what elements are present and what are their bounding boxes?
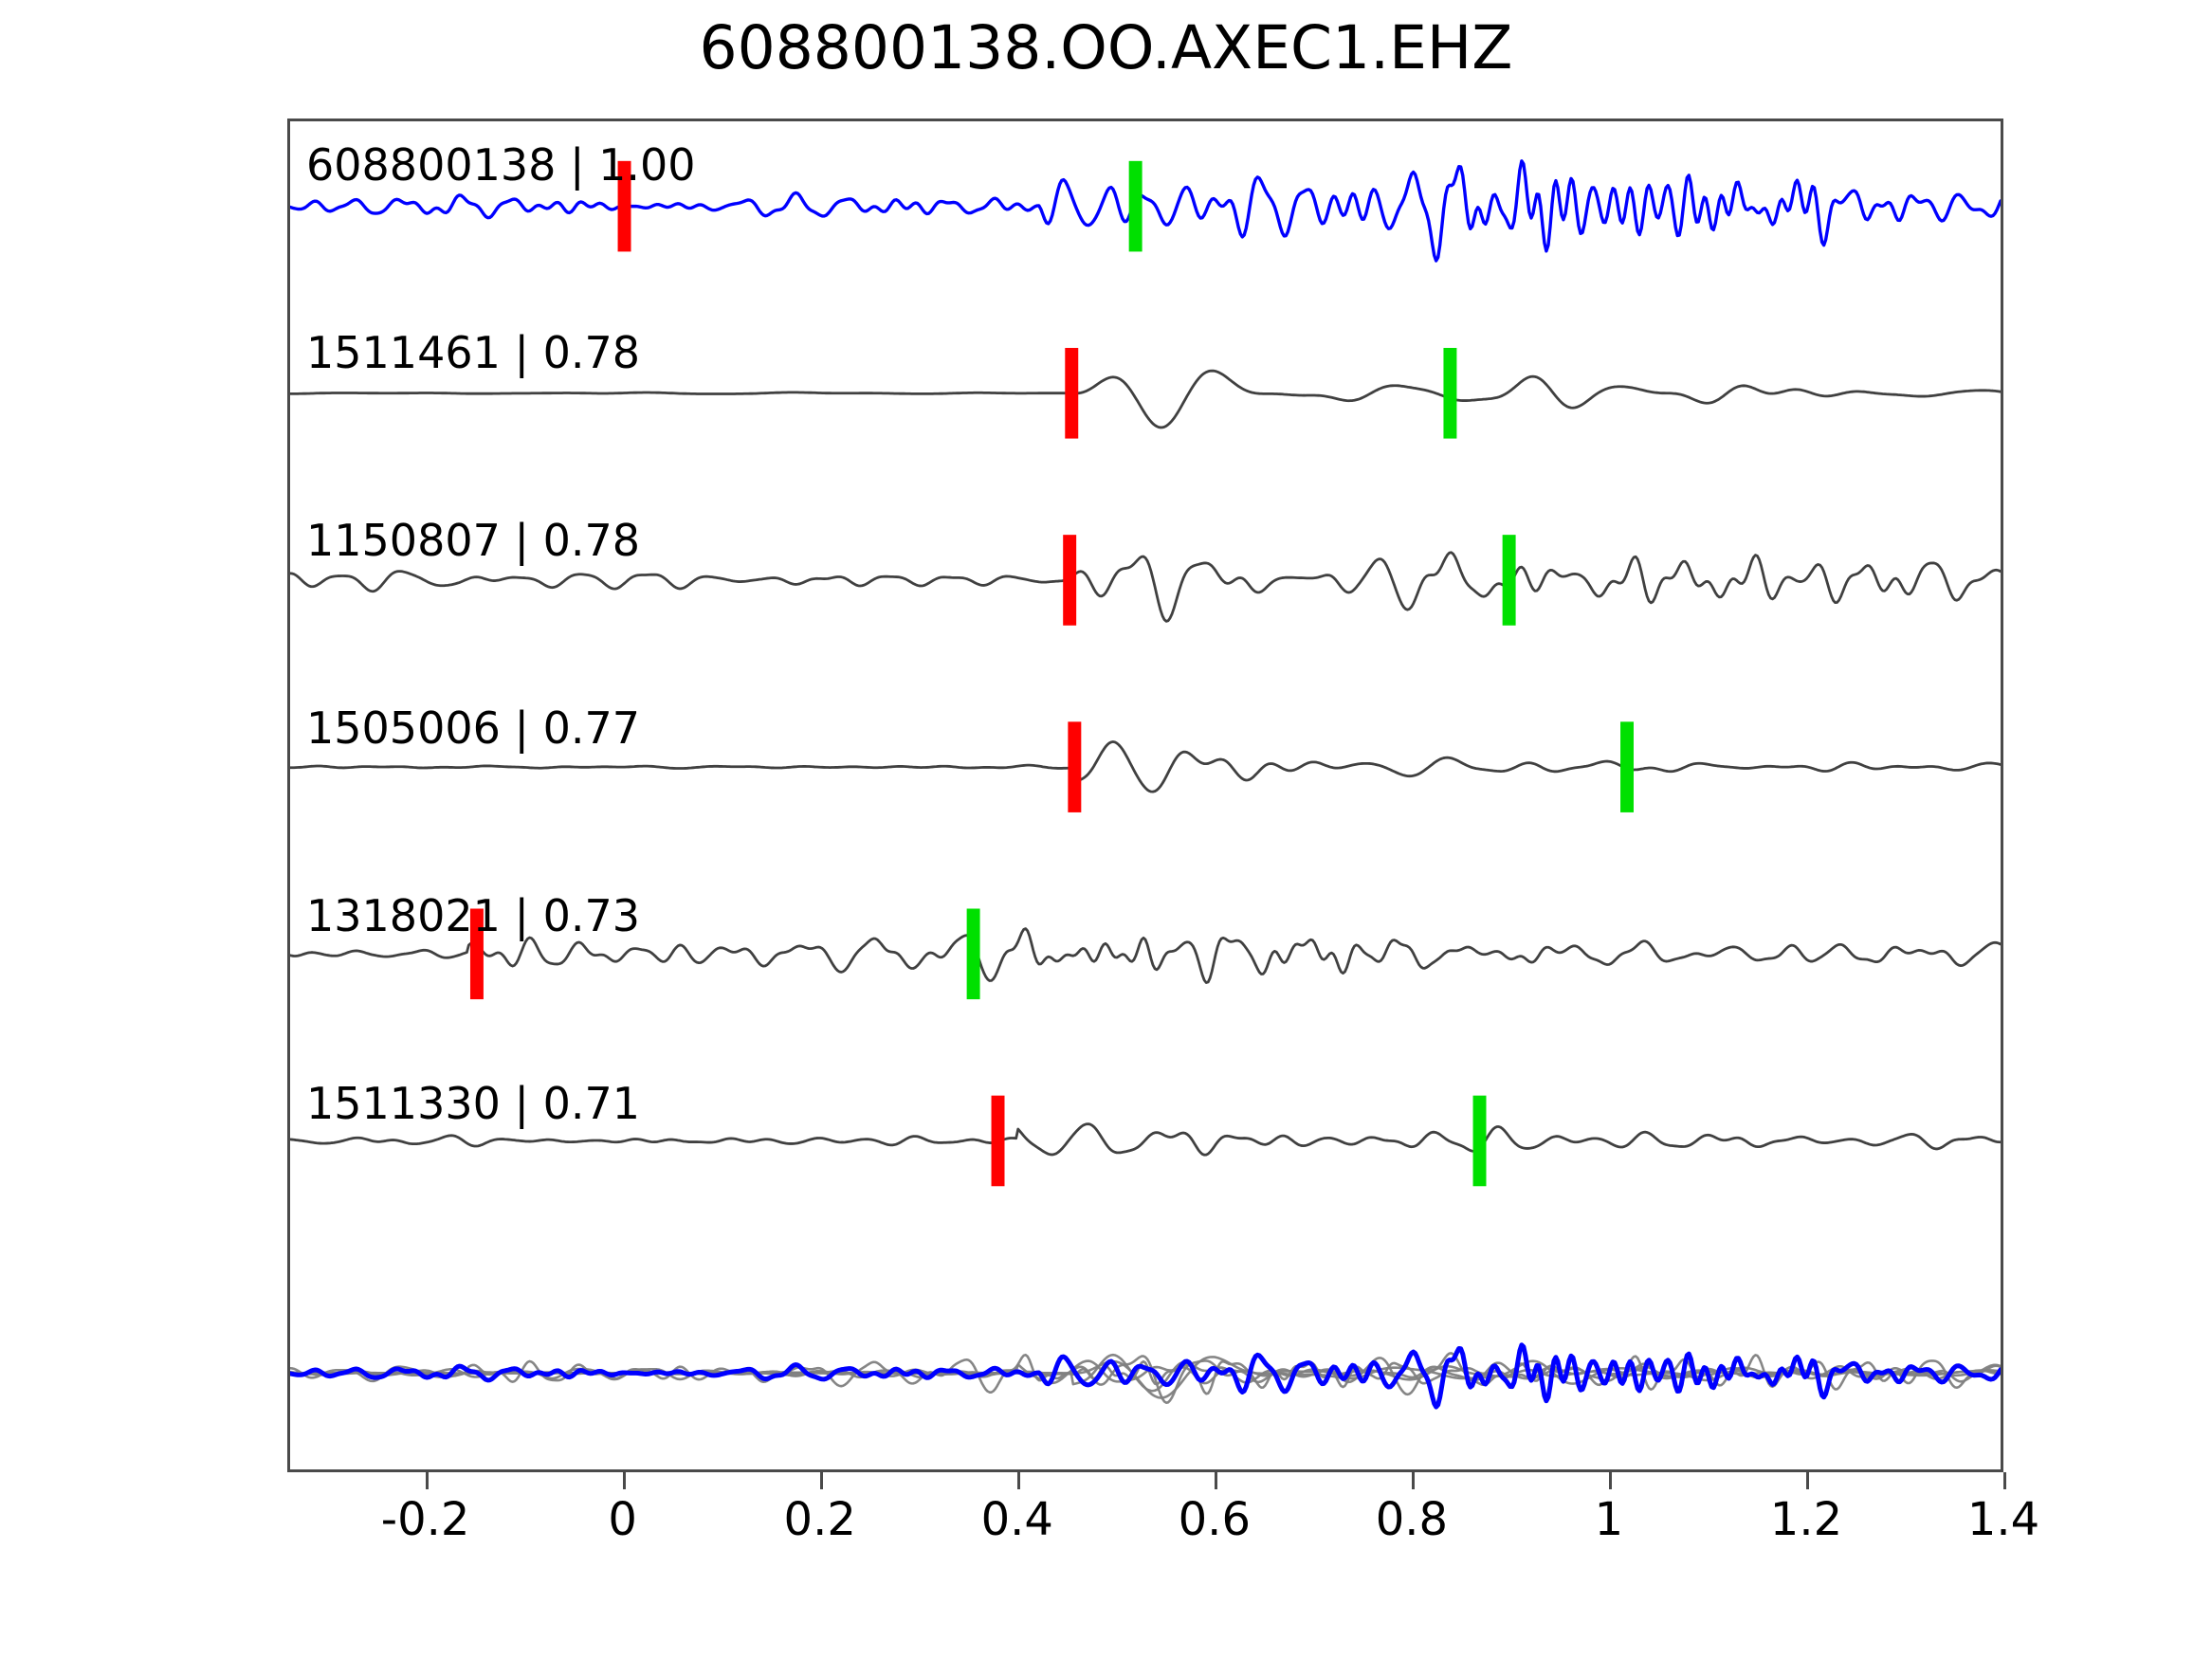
trace-1511330 xyxy=(290,1095,2001,1187)
x-tick-label: 1.4 xyxy=(1966,1493,2040,1546)
trace-label-1150807: 1150807 | 0.78 xyxy=(306,515,641,566)
waveform-line xyxy=(290,1122,2001,1157)
trace-label-1505006: 1505006 | 0.77 xyxy=(306,702,641,754)
x-tick-mark xyxy=(1016,1472,1020,1489)
s-pick-marker xyxy=(1620,721,1634,812)
page-title: 608800138.OO.AXEC1.EHZ xyxy=(699,13,1513,82)
stacked-overlay xyxy=(290,1342,2001,1410)
x-tick-label: 1.2 xyxy=(1769,1493,1843,1546)
x-tick-mark xyxy=(2003,1472,2006,1489)
waveform-line xyxy=(290,369,2001,429)
p-pick-marker xyxy=(1068,721,1082,812)
x-tick-label: 1 xyxy=(1594,1493,1624,1546)
trace-1150807 xyxy=(290,535,2001,626)
trace-1505006 xyxy=(290,721,2001,812)
p-pick-marker xyxy=(1063,535,1077,626)
x-tick-label: 0.6 xyxy=(1178,1493,1251,1546)
x-tick-mark xyxy=(425,1472,429,1489)
x-tick-mark xyxy=(1214,1472,1217,1489)
waveform-axes xyxy=(287,118,2003,1472)
x-tick-label: 0.2 xyxy=(783,1493,856,1546)
trace-label-1318021: 1318021 | 0.73 xyxy=(306,890,641,941)
stack-gray-line xyxy=(290,1353,2001,1395)
s-pick-marker xyxy=(1502,535,1516,626)
x-tick-label: 0.8 xyxy=(1375,1493,1449,1546)
waveform-line xyxy=(290,927,2001,984)
trace-label-608800138: 608800138 | 1.00 xyxy=(306,139,696,191)
waveform-plot xyxy=(290,159,2001,1410)
trace-1318021 xyxy=(290,908,2001,1000)
stack-template-line xyxy=(290,1342,2001,1410)
waveform-line xyxy=(290,551,2001,623)
x-tick-mark xyxy=(819,1472,823,1489)
x-tick-label: 0 xyxy=(608,1493,637,1546)
x-tick-label: 0.4 xyxy=(980,1493,1053,1546)
s-pick-marker xyxy=(1472,1095,1487,1187)
p-pick-marker xyxy=(991,1095,1005,1187)
p-pick-marker xyxy=(617,160,631,252)
x-axis-tick-labels: -0.2 0 0.2 0.4 0.6 0.8 1 1.2 1.4 xyxy=(287,1493,2039,1569)
x-tick-mark xyxy=(1411,1472,1415,1489)
trace-label-1511330: 1511330 | 0.71 xyxy=(306,1078,641,1129)
p-pick-marker xyxy=(1065,347,1079,439)
s-pick-marker xyxy=(1443,347,1457,439)
x-tick-mark xyxy=(1608,1472,1612,1489)
trace-label-1511461: 1511461 | 0.78 xyxy=(306,327,641,378)
waveform-line xyxy=(290,740,2001,793)
trace-1511461 xyxy=(290,347,2001,439)
x-tick-mark xyxy=(622,1472,626,1489)
x-tick-label: -0.2 xyxy=(380,1493,470,1546)
p-pick-marker xyxy=(469,908,484,1000)
s-pick-marker xyxy=(966,908,980,1000)
trace-608800138 xyxy=(290,159,2001,263)
s-pick-marker xyxy=(1128,160,1143,252)
x-tick-mark xyxy=(1805,1472,1809,1489)
waveform-line xyxy=(290,159,2001,263)
